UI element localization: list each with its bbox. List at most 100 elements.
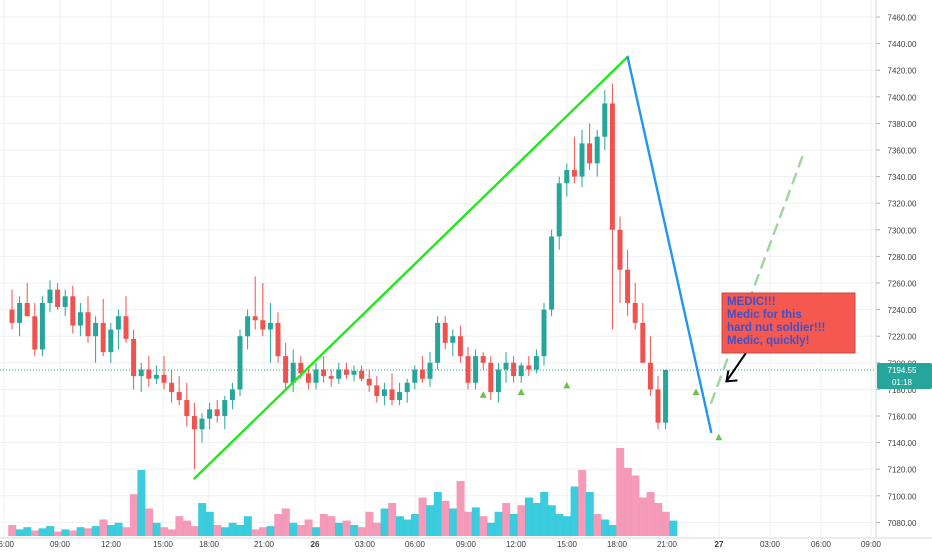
candle-body <box>632 302 638 323</box>
candle-body <box>442 322 448 343</box>
volume-bar <box>190 526 199 536</box>
candle <box>17 296 23 337</box>
time-tick-label: 09:00 <box>861 540 882 549</box>
volume-bar <box>616 448 625 536</box>
candle-body <box>229 389 235 401</box>
annotation-line-2: Medic for this <box>727 309 802 321</box>
volume-bar <box>281 508 290 536</box>
price-tick-label: 7460.00 <box>888 14 917 23</box>
trend-line-up <box>193 55 629 480</box>
candle <box>138 362 144 393</box>
volume-bar <box>236 525 245 536</box>
candle <box>571 136 577 184</box>
candle-body <box>24 302 30 317</box>
time-tick-label: 12:00 <box>506 540 527 549</box>
candle <box>169 369 175 403</box>
arrow-shaft <box>725 347 751 382</box>
candle-body <box>169 382 175 393</box>
volume-bar <box>297 525 305 536</box>
candle <box>252 276 258 330</box>
candle <box>427 352 433 387</box>
volume-bar <box>373 522 381 536</box>
volume-bar <box>274 514 283 536</box>
candle <box>442 316 448 350</box>
time-tick-label: 27 <box>715 540 724 549</box>
candle <box>9 289 15 330</box>
candle-body <box>617 229 623 270</box>
candle-body <box>290 362 296 383</box>
candle <box>381 382 387 406</box>
price-tick-label: 7180.00 <box>888 386 917 395</box>
candle <box>47 280 53 313</box>
candle <box>55 283 61 310</box>
candle <box>488 356 494 401</box>
candle-body <box>313 369 319 383</box>
volume-bar <box>251 529 260 536</box>
candle <box>419 356 425 383</box>
volume-bar <box>319 514 328 536</box>
candle <box>655 376 661 430</box>
candle-body <box>450 336 456 343</box>
volume-bar <box>593 514 602 536</box>
time-tick-label: 06:00 <box>0 540 15 549</box>
candle <box>579 130 585 188</box>
volume-bar <box>418 497 427 536</box>
price-tick-label: 7380.00 <box>888 120 917 129</box>
volume-bar <box>585 492 594 536</box>
price-tick-label: 7440.00 <box>888 40 917 49</box>
candle-body <box>123 316 129 339</box>
candle-body <box>70 296 76 326</box>
candle <box>207 402 213 430</box>
volume-bar <box>563 516 571 536</box>
volume-bar <box>175 516 184 536</box>
candle-body <box>457 336 463 357</box>
price-axis[interactable]: 7460.00 7440.00 7420.00 7400.00 7380.00 7360.… <box>875 0 917 538</box>
candle <box>237 329 243 397</box>
volume-bar <box>99 519 108 536</box>
candle-countdown: 01:18 <box>892 378 913 387</box>
volume-bar <box>76 527 85 536</box>
time-axis[interactable]: 06:00 09:00 12:00 15:00 18:00 21:00 26 03:00 06:… <box>0 537 932 549</box>
candle <box>397 382 403 406</box>
candle <box>518 362 524 383</box>
candle-body <box>115 316 121 330</box>
volume-bar <box>342 520 351 536</box>
volume-bar <box>555 514 564 536</box>
candle <box>404 378 410 403</box>
candle <box>556 176 562 250</box>
time-tick-label: 06:00 <box>811 540 832 549</box>
candle-body <box>199 418 205 430</box>
volume-bar <box>380 508 389 536</box>
volume-bar <box>335 522 343 536</box>
candle <box>267 302 273 363</box>
candle <box>374 376 380 403</box>
candle <box>480 352 486 370</box>
volume-bar <box>395 516 404 536</box>
candle <box>632 283 638 330</box>
candle-body <box>260 320 266 330</box>
candle-body <box>245 316 251 337</box>
candle <box>275 312 281 363</box>
candle-body <box>214 409 220 416</box>
volume-bar <box>160 527 169 536</box>
arrow-head <box>725 370 738 383</box>
candle-body <box>404 382 410 393</box>
candle <box>549 229 555 317</box>
candle <box>283 342 289 390</box>
candle <box>465 346 471 390</box>
volume-bar <box>198 503 207 536</box>
candle <box>435 316 441 370</box>
candle-body <box>9 309 15 323</box>
candle-body <box>321 369 327 377</box>
candle <box>495 362 501 403</box>
candle <box>115 309 121 350</box>
candle-body <box>549 236 555 310</box>
volume-bar <box>327 516 336 536</box>
volume-bar <box>289 522 298 536</box>
candle <box>222 396 228 430</box>
candle-body <box>305 373 311 383</box>
volume-bar <box>304 519 313 536</box>
time-tick-label: 06:00 <box>405 540 426 549</box>
